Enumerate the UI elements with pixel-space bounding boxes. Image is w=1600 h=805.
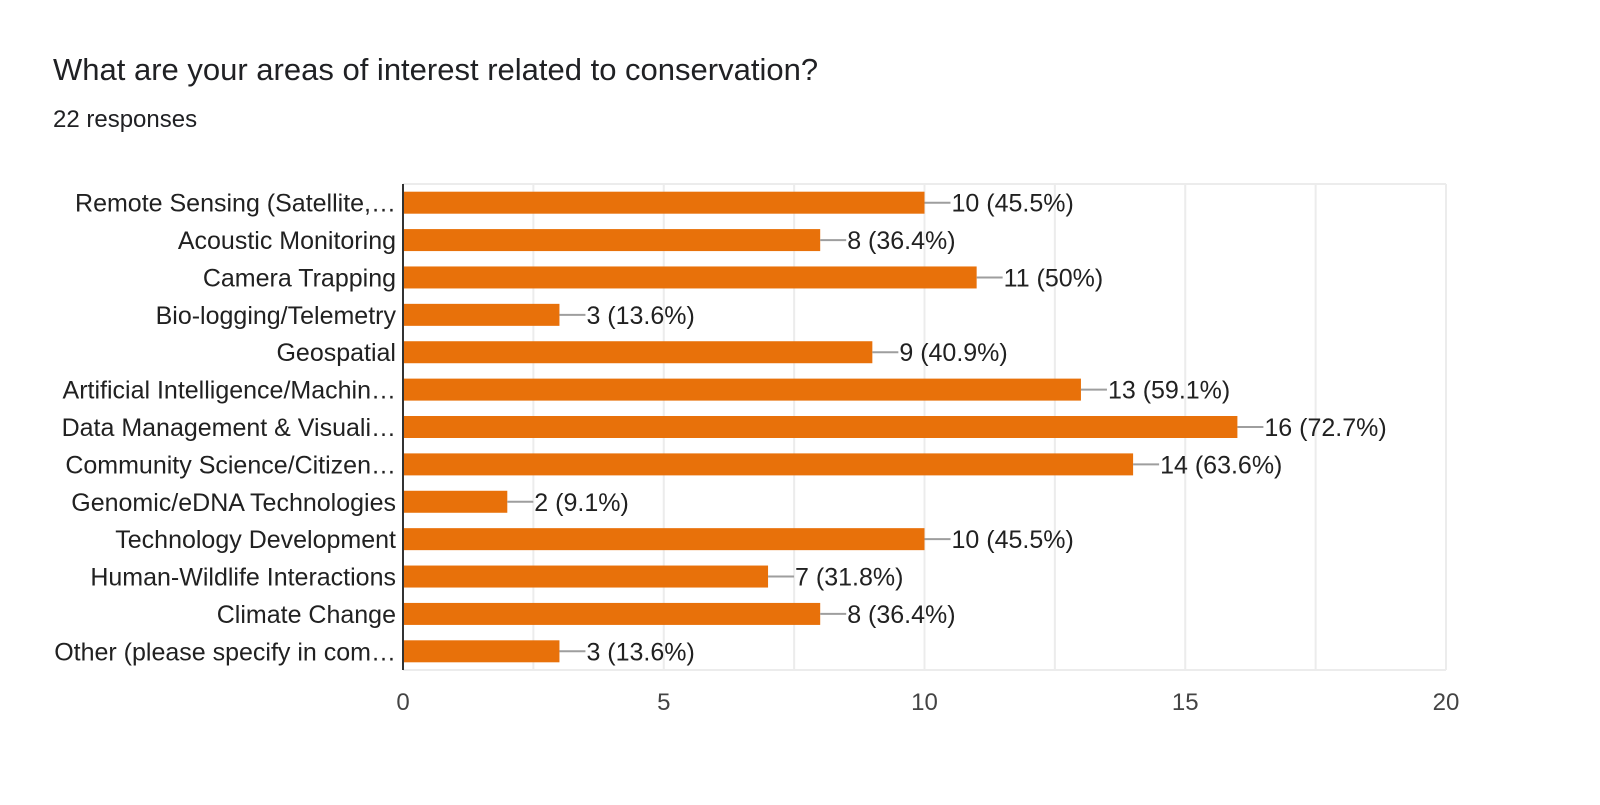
category-label: Geospatial [276, 339, 396, 367]
data-label: 10 (45.5%) [952, 526, 1074, 554]
category-label: Genomic/eDNA Technologies [71, 489, 396, 517]
data-label: 3 (13.6%) [586, 302, 694, 330]
response-count: 22 responses [53, 106, 198, 133]
category-label: Artificial Intelligence/Machin… [63, 377, 396, 405]
bar [403, 266, 977, 289]
category-label: Acoustic Monitoring [178, 227, 396, 255]
x-tick-label: 0 [396, 689, 409, 716]
category-label: Bio-logging/Telemetry [156, 302, 397, 330]
axis-layer: 0 5 10 15 20 [396, 184, 1459, 716]
category-label: Camera Trapping [203, 264, 396, 292]
bar [403, 453, 1134, 476]
data-label: 16 (72.7%) [1264, 414, 1386, 442]
data-label: 13 (59.1%) [1108, 377, 1230, 405]
bar [403, 490, 508, 513]
bar [403, 602, 821, 625]
category-label: Data Management & Visuali… [62, 414, 396, 442]
bar [403, 229, 821, 252]
bar [403, 341, 873, 364]
label-layer: Remote Sensing (Satellite,… 10 (45.5%) Aco… [54, 190, 1386, 667]
chart-title: What are your areas of interest related … [53, 52, 819, 87]
category-label: Community Science/Citizen… [65, 451, 396, 479]
bar [403, 191, 925, 214]
bar [403, 378, 1081, 401]
data-label: 14 (63.6%) [1160, 451, 1282, 479]
category-label: Technology Development [115, 526, 396, 554]
x-tick-label: 5 [657, 689, 670, 716]
category-label: Other (please specify in com… [54, 638, 396, 666]
x-tick-label: 10 [911, 689, 938, 716]
bar [403, 640, 560, 663]
data-label: 10 (45.5%) [952, 190, 1074, 218]
bar [403, 303, 560, 326]
bar [403, 565, 769, 588]
category-label: Climate Change [217, 601, 396, 629]
x-tick-label: 15 [1172, 689, 1199, 716]
data-label: 8 (36.4%) [847, 601, 955, 629]
data-label: 11 (50%) [1004, 264, 1104, 292]
data-label: 9 (40.9%) [899, 339, 1007, 367]
data-label: 2 (9.1%) [534, 489, 628, 517]
data-label: 3 (13.6%) [586, 638, 694, 666]
bar [403, 416, 1238, 438]
category-label: Remote Sensing (Satellite,… [75, 190, 396, 218]
bar-layer [403, 191, 1238, 663]
data-label: 7 (31.8%) [795, 564, 903, 592]
category-label: Human-Wildlife Interactions [90, 564, 396, 592]
x-tick-label: 20 [1433, 689, 1460, 716]
bar [403, 528, 925, 551]
data-label: 8 (36.4%) [847, 227, 955, 255]
